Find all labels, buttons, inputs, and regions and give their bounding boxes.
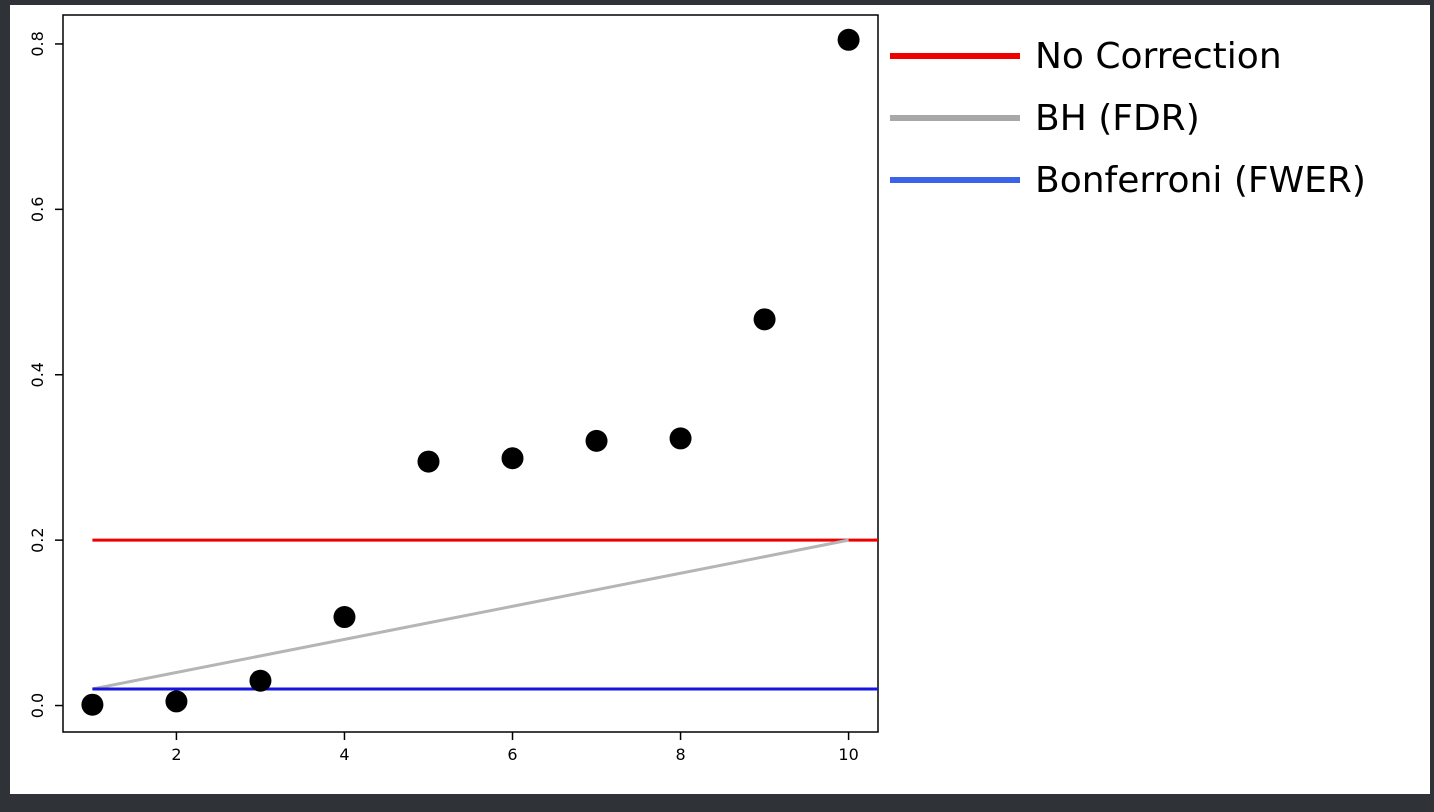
y-tick-label: 0.6: [28, 197, 47, 222]
y-tick-label: 0.2: [28, 527, 47, 552]
data-point: [417, 450, 440, 473]
x-tick-label: 8: [675, 745, 685, 764]
data-point: [753, 308, 776, 331]
plot-frame: [62, 14, 879, 733]
data-point: [165, 690, 188, 713]
legend: No Correction BH (FDR) Bonferroni (FWER): [890, 36, 1366, 201]
y-tick-label: 0.8: [28, 31, 47, 56]
data-point: [837, 28, 860, 51]
legend-bh-fdr: BH (FDR): [890, 98, 1200, 139]
x-tick-label: 2: [171, 745, 181, 764]
data-point: [249, 669, 272, 692]
legend-bonferroni-fwer: Bonferroni (FWER): [890, 160, 1366, 201]
data-point: [333, 606, 356, 629]
plot-area: 2 4 6 8 10 0.0 0.2 0.4 0.6 0.8: [28, 14, 879, 764]
data-point: [669, 427, 692, 450]
chart-panel: 2 4 6 8 10 0.0 0.2 0.4 0.6 0.8 No Correction BH (F…: [10, 5, 1430, 794]
x-tick-label: 6: [507, 745, 517, 764]
legend-no-correction: No Correction: [890, 36, 1282, 77]
legend-label: BH (FDR): [1035, 98, 1200, 139]
x-tick-label: 10: [838, 745, 858, 764]
scatter-chart: 2 4 6 8 10 0.0 0.2 0.4 0.6 0.8 No Correction BH (F…: [28, 14, 1366, 764]
y-tick-label: 0.4: [28, 362, 47, 387]
legend-label: Bonferroni (FWER): [1035, 160, 1366, 201]
bh-fdr-line: [92, 538, 849, 691]
data-point: [81, 693, 104, 716]
data-point: [501, 447, 524, 470]
legend-label: No Correction: [1035, 36, 1282, 77]
y-tick-label: 0.0: [28, 693, 47, 718]
data-point: [585, 429, 608, 452]
x-tick-label: 4: [339, 745, 349, 764]
